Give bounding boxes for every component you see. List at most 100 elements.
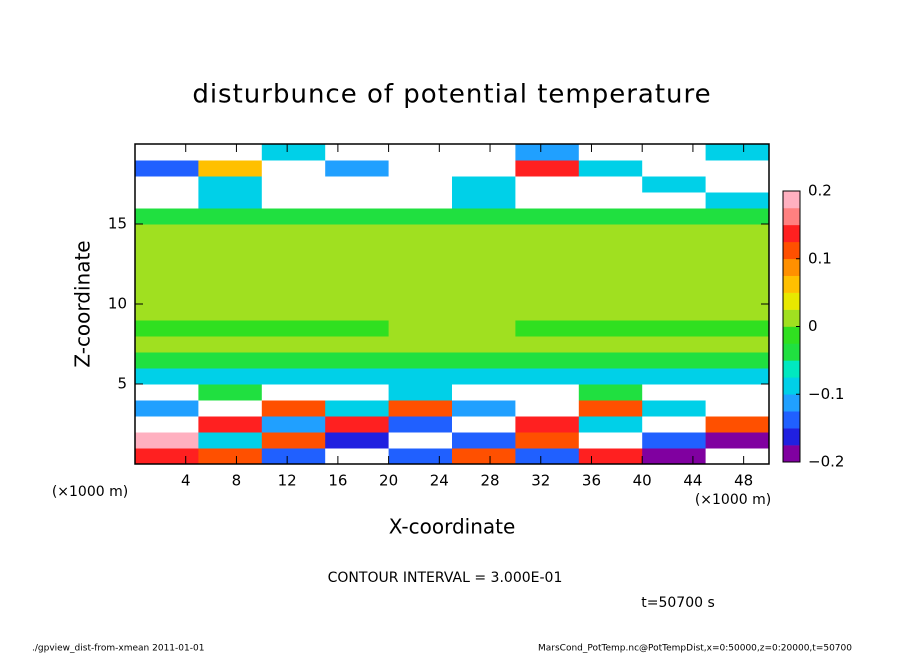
heat-cell xyxy=(198,448,263,465)
heat-cell xyxy=(198,272,263,289)
heat-cell xyxy=(705,352,770,369)
heat-cell xyxy=(198,256,263,273)
colorbar-band xyxy=(783,275,800,293)
heatmap xyxy=(135,144,770,465)
heat-cell xyxy=(261,320,326,337)
heat-cell xyxy=(642,240,707,257)
heat-cell xyxy=(135,432,199,449)
x-tick-label: 28 xyxy=(480,472,499,490)
heat-cell xyxy=(261,272,326,289)
heat-cell xyxy=(325,256,390,273)
x-axis-label: X-coordinate xyxy=(389,515,516,539)
x-tick-label: 32 xyxy=(531,472,550,490)
heat-cell xyxy=(325,208,390,225)
heat-cell xyxy=(198,432,263,449)
colorbar-band xyxy=(783,411,800,429)
colorbar-band xyxy=(783,191,800,209)
heat-cell xyxy=(578,384,643,401)
heat-cell xyxy=(261,240,326,257)
heat-cell xyxy=(705,272,770,289)
heat-cell xyxy=(452,336,516,353)
heat-cell xyxy=(642,352,707,369)
heat-cell xyxy=(452,144,516,161)
x-tick-label: 36 xyxy=(582,472,601,490)
x-tick-label: 4 xyxy=(181,472,191,490)
heat-cell xyxy=(642,288,707,305)
x-tick-label: 40 xyxy=(633,472,652,490)
colorbar-band xyxy=(783,292,800,310)
heat-cell xyxy=(388,272,453,289)
heat-cell xyxy=(452,320,516,337)
heat-cell xyxy=(325,400,390,417)
heat-cell xyxy=(515,192,580,209)
x-tick-label: 12 xyxy=(278,472,297,490)
heat-cell xyxy=(578,432,643,449)
colorbar-tick-label: 0.2 xyxy=(808,182,832,200)
heat-cell xyxy=(515,224,580,241)
heat-cell xyxy=(135,160,199,177)
heat-cell xyxy=(515,208,580,225)
heat-cell xyxy=(325,160,390,177)
heat-cell xyxy=(388,304,453,321)
colorbar-tick-label: 0.1 xyxy=(808,249,832,267)
heat-cell xyxy=(198,192,263,209)
heat-cell xyxy=(452,208,516,225)
heat-cell xyxy=(705,176,770,193)
heat-cell xyxy=(325,336,390,353)
heat-cell xyxy=(705,384,770,401)
heat-cell xyxy=(515,240,580,257)
heat-cell xyxy=(388,448,453,465)
heat-cell xyxy=(135,304,199,321)
heat-cell xyxy=(261,224,326,241)
heat-cell xyxy=(515,288,580,305)
chart-title: disturbunce of potential temperature xyxy=(192,80,711,110)
heat-cell xyxy=(642,448,707,465)
heat-cell xyxy=(388,368,453,385)
heat-cell xyxy=(325,320,390,337)
colorbar-band xyxy=(783,241,800,260)
colorbar-band xyxy=(783,445,800,463)
heat-cell xyxy=(515,368,580,385)
y-axis-label: Z-coordinate xyxy=(71,240,95,367)
heat-cell xyxy=(642,176,707,193)
heat-cell xyxy=(452,288,516,305)
heat-cell xyxy=(325,368,390,385)
heat-cell xyxy=(705,400,770,417)
heat-cell xyxy=(388,336,453,353)
heat-cell xyxy=(642,304,707,321)
heat-cell xyxy=(515,256,580,273)
heat-cell xyxy=(135,400,199,417)
heat-cell xyxy=(261,176,326,193)
heat-cell xyxy=(578,400,643,417)
heat-cell xyxy=(705,256,770,273)
heat-cell xyxy=(705,416,770,433)
heat-cell xyxy=(261,416,326,433)
heat-cell xyxy=(705,208,770,225)
heat-cell xyxy=(452,272,516,289)
heat-cell xyxy=(578,192,643,209)
heat-cell xyxy=(578,176,643,193)
heat-cell xyxy=(452,192,516,209)
heat-cell xyxy=(388,176,453,193)
heat-cell xyxy=(325,192,390,209)
heat-cell xyxy=(261,400,326,417)
heat-cell xyxy=(325,272,390,289)
heat-cell xyxy=(325,352,390,369)
heat-cell xyxy=(388,352,453,369)
heat-cell xyxy=(198,320,263,337)
heat-cell xyxy=(705,432,770,449)
heat-cell xyxy=(198,224,263,241)
heat-cell xyxy=(642,384,707,401)
heat-cell xyxy=(135,272,199,289)
heat-cell xyxy=(705,288,770,305)
heat-cell xyxy=(515,320,580,337)
heat-cell xyxy=(135,368,199,385)
x-tick-label: 44 xyxy=(683,472,702,490)
heat-cell xyxy=(452,304,516,321)
heat-cell xyxy=(515,384,580,401)
heat-cell xyxy=(578,208,643,225)
heat-cell xyxy=(198,208,263,225)
heat-cell xyxy=(261,160,326,177)
heat-cell xyxy=(642,368,707,385)
footer-left: ./gpview_dist-from-xmean 2011-01-01 xyxy=(32,644,204,654)
